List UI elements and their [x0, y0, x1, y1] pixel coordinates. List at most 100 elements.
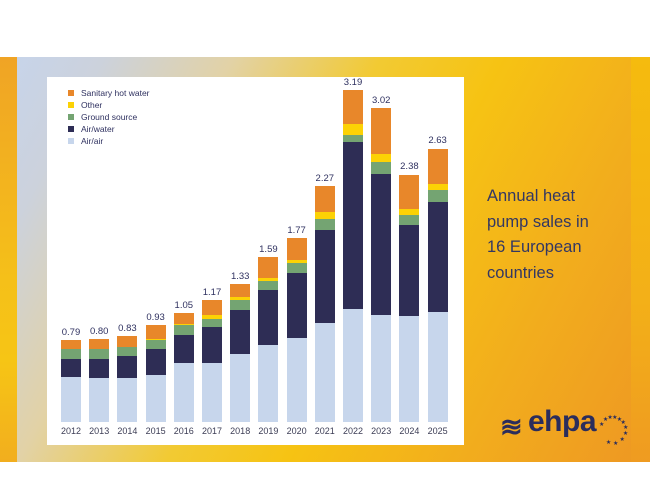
bar-stack [202, 300, 222, 422]
bar-segment-air-water [230, 309, 251, 355]
bar-segment-ground-source [61, 348, 81, 360]
bar-stack [230, 283, 251, 422]
bar-segment-air-air [286, 337, 307, 422]
bar-segment-air-water [173, 335, 194, 364]
bar-segment-other [173, 324, 194, 325]
bar-group-2022: 3.19 2022 [343, 77, 363, 436]
bar-segment-air-air [145, 374, 166, 422]
bar-segment-air-water [202, 327, 222, 363]
bar-segment-sanitary-hot-water [202, 300, 222, 315]
bar-segment-ground-source [145, 339, 166, 349]
bar-segment-other [399, 208, 420, 216]
eu-star: ★ [622, 431, 629, 438]
x-axis-tick-label: 2019 [258, 426, 279, 436]
bar-segment-sanitary-hot-water [399, 174, 420, 209]
legend-label: Sanitary hot water [81, 88, 150, 98]
bar-segment-other [258, 278, 279, 281]
bar-total-label: 0.83 [118, 323, 137, 334]
bar-segment-air-water [61, 359, 81, 378]
bar-total-label: 2.38 [400, 161, 419, 172]
bar-total-label: 1.05 [174, 300, 194, 311]
bar-group-2016: 1.05 2016 [173, 300, 194, 436]
legend-item: Ground source [68, 113, 150, 121]
x-axis-tick-label: 2021 [314, 426, 335, 436]
side-title-line: pump sales in [487, 212, 589, 231]
legend-label: Ground source [81, 112, 138, 122]
bar-stack [427, 148, 448, 422]
legend-swatch-icon [68, 126, 74, 132]
legend-swatch-icon [68, 102, 74, 108]
bar-total-label: 0.79 [61, 327, 81, 338]
side-title-line: Annual heat [487, 187, 576, 205]
bar-segment-other [427, 184, 448, 191]
bar-segment-air-air [371, 314, 392, 422]
legend-swatch-icon [68, 90, 74, 96]
x-axis-tick-label: 2024 [399, 426, 420, 436]
bar-segment-air-air [258, 345, 279, 422]
bar-total-label: 1.33 [230, 271, 250, 282]
x-axis-tick-label: 2013 [89, 426, 110, 436]
bar-segment-other [343, 123, 363, 135]
x-axis-tick-label: 2023 [371, 426, 392, 436]
legend-swatch-icon [68, 114, 74, 120]
bar-stack [258, 256, 279, 422]
bar-stack [173, 312, 194, 422]
bar-stack [61, 339, 81, 422]
eu-star: ★ [616, 416, 623, 423]
bar-segment-air-air [117, 378, 138, 422]
bar-segment-other [371, 153, 392, 163]
bar-segment-air-water [145, 348, 166, 375]
side-title-line: countries [487, 263, 554, 282]
x-axis-tick-label: 2022 [342, 426, 364, 436]
legend-label: Other [81, 100, 103, 110]
bar-group-2021: 2.27 2021 [314, 173, 335, 436]
ehpa-logo: ≋ ehpa ★ ★ ★ ★ ★ ★ ★ ★ ★ ★ ★ [500, 405, 640, 453]
bar-segment-sanitary-hot-water [286, 238, 307, 260]
slide-background: Sanitary hot water Other Ground source Air/… [0, 57, 650, 462]
bar-segment-air-water [89, 358, 110, 379]
bar-segment-sanitary-hot-water [230, 283, 251, 298]
bar-total-label: 3.19 [343, 77, 363, 88]
right-accent-bar [631, 57, 650, 462]
bar-total-label: 0.80 [89, 326, 109, 337]
bar-segment-ground-source [117, 347, 138, 356]
bar-segment-air-air [314, 323, 335, 422]
bar-total-label: 1.59 [259, 244, 278, 255]
x-axis-tick-label: 2016 [173, 426, 194, 436]
bar-stack [343, 90, 363, 422]
legend-item: Air/water [68, 125, 150, 133]
ehpa-wordmark: ehpa [528, 405, 597, 438]
bar-total-label: 2.63 [428, 135, 447, 146]
bar-segment-other [314, 211, 335, 220]
bar-total-label: 1.17 [202, 287, 222, 298]
bar-segment-air-water [117, 355, 138, 379]
bar-stack [371, 108, 392, 422]
left-accent-bar [0, 57, 17, 462]
bar-segment-sanitary-hot-water [343, 90, 363, 124]
bar-group-2012: 0.79 2012 [61, 327, 81, 436]
legend-label: Air/air [81, 136, 104, 146]
bar-group-2024: 2.38 2024 [399, 161, 420, 436]
bar-stack [89, 338, 110, 422]
bar-total-label: 0.93 [146, 312, 165, 323]
bar-segment-sanitary-hot-water [173, 312, 194, 325]
bar-segment-sanitary-hot-water [258, 256, 279, 279]
eu-star: ★ [605, 440, 612, 447]
bar-segment-air-air [202, 362, 222, 422]
legend-item: Other [68, 101, 150, 109]
bar-segment-sanitary-hot-water [89, 338, 110, 349]
bar-group-2014: 0.83 2014 [117, 323, 138, 436]
bar-group-2015: 0.93 2015 [145, 312, 166, 436]
chart-panel: Sanitary hot water Other Ground source Air/… [47, 77, 464, 445]
bar-segment-air-water [371, 173, 392, 315]
bar-segment-air-water [314, 229, 335, 324]
side-title-line: 16 European [487, 238, 582, 256]
bar-segment-air-air [427, 311, 448, 422]
bar-segment-air-air [173, 363, 194, 422]
bar-segment-sanitary-hot-water [371, 108, 392, 154]
bar-segment-sanitary-hot-water [314, 185, 335, 212]
wave-icon: ≋ [500, 412, 523, 442]
bar-segment-ground-source [286, 262, 307, 274]
x-axis-tick-label: 2012 [60, 426, 82, 436]
